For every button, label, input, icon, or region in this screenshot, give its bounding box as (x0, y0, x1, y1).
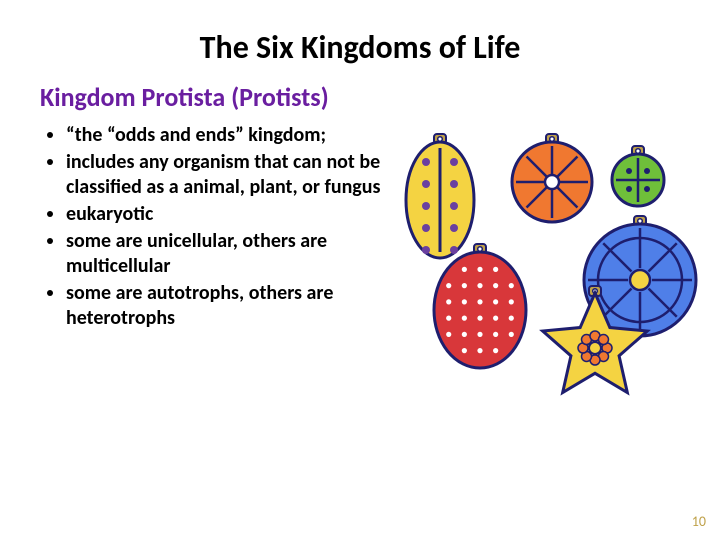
bullet-item: eukaryotic (66, 202, 405, 227)
bullet-item: some are autotrophs, others are heterotr… (66, 281, 405, 331)
slide-subtitle: Kingdom Protista (Protists) (40, 81, 680, 113)
page-number: 10 (692, 513, 706, 530)
bullet-list: “the “odds and ends” kingdom; includes a… (40, 123, 405, 333)
protist-illustration (370, 110, 710, 400)
slide-title: The Six Kingdoms of Life (40, 28, 680, 67)
bullet-item: includes any organism that can not be cl… (66, 150, 405, 200)
bullet-item: “the “odds and ends” kingdom; (66, 123, 405, 148)
bullet-item: some are unicellular, others are multice… (66, 229, 405, 279)
